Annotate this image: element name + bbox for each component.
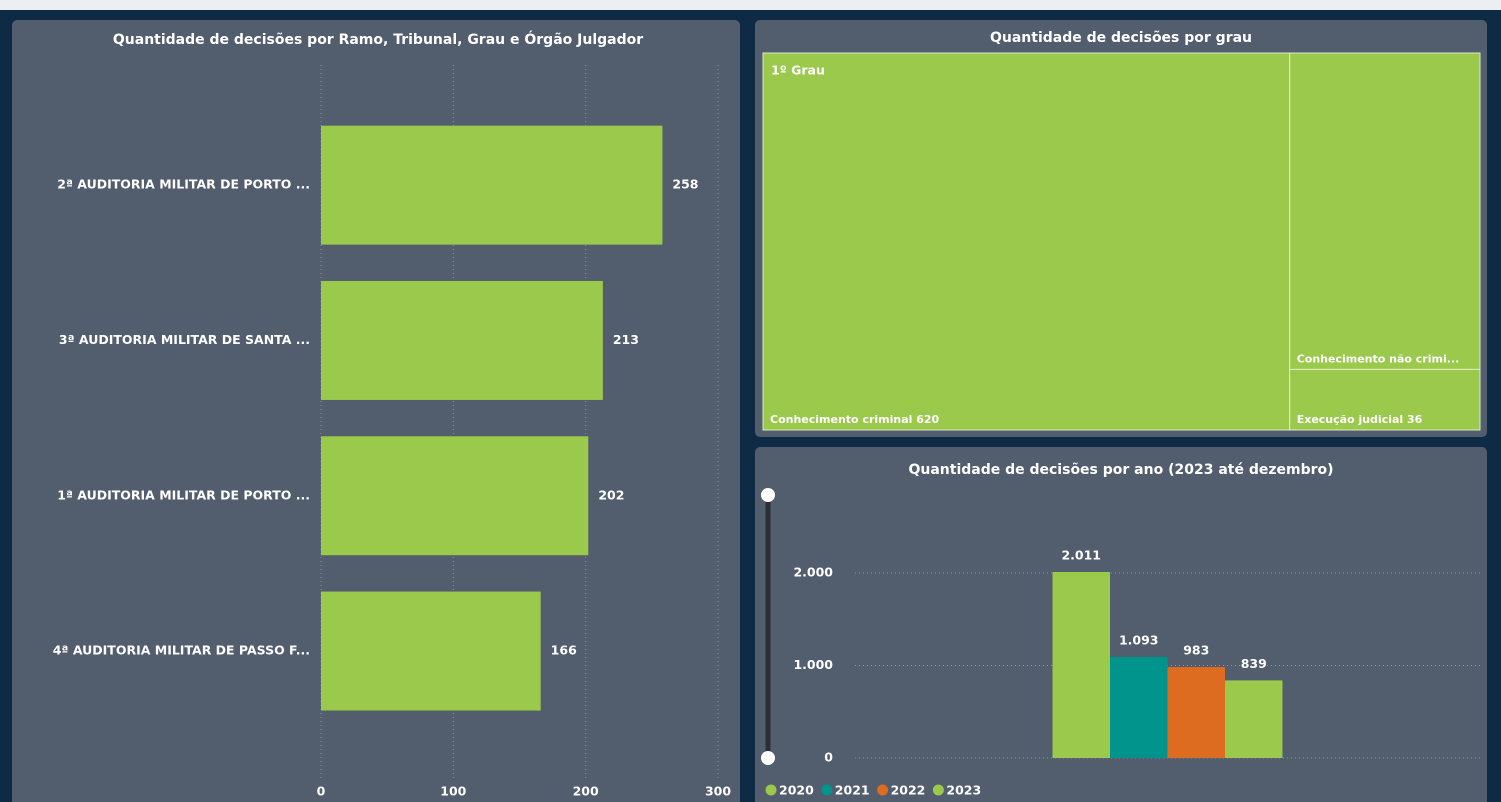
panel (755, 447, 1487, 802)
bar (321, 125, 663, 245)
category-label: 2ª AUDITORIA MILITAR DE PORTO ... (57, 177, 310, 192)
value-label: 166 (551, 643, 577, 658)
value-label: 1.093 (1119, 632, 1159, 647)
chart-title: Quantidade de decisões por Ramo, Tribuna… (113, 30, 643, 48)
y-tick-label: 1.000 (793, 657, 833, 672)
x-tick-label: 200 (573, 784, 599, 799)
x-tick-label: 0 (317, 784, 326, 799)
bar (1052, 571, 1110, 758)
slider-handle[interactable] (761, 488, 775, 502)
bar (1167, 667, 1225, 758)
y-tick-label: 2.000 (793, 565, 833, 580)
cell-label: Execução judicial 36 (1297, 413, 1423, 426)
bar (1225, 680, 1283, 758)
value-label: 2.011 (1061, 547, 1101, 562)
legend-label: 2021 (835, 783, 870, 798)
x-tick-label: 100 (440, 784, 466, 799)
bar (321, 280, 603, 400)
value-label: 202 (598, 487, 624, 502)
top-strip (0, 0, 1501, 10)
y-tick-label: 0 (824, 750, 833, 765)
bar (1110, 656, 1168, 758)
legend-marker (821, 784, 833, 796)
treemap-cell (1289, 368, 1481, 431)
legend-marker (932, 784, 944, 796)
cell-label: Conhecimento criminal 620 (770, 413, 940, 426)
x-tick-label: 300 (705, 784, 731, 799)
slider-handle[interactable] (761, 751, 775, 765)
value-label: 258 (672, 177, 698, 192)
legend-label: 2022 (891, 783, 926, 798)
cell-label: Conhecimento não crimi... (1297, 352, 1460, 365)
chart-title: Quantidade de decisões por ano (2023 até… (908, 462, 1333, 478)
treemap-cell (1289, 52, 1481, 370)
category-label: 3ª AUDITORIA MILITAR DE SANTA ... (59, 332, 310, 347)
treemap-cell (762, 52, 1291, 431)
value-label: 839 (1241, 656, 1267, 671)
legend-label: 2020 (779, 783, 814, 798)
group-label: 1º Grau (771, 63, 825, 78)
legend-marker (877, 784, 889, 796)
category-label: 1ª AUDITORIA MILITAR DE PORTO ... (57, 487, 310, 502)
chart-title: Quantidade de decisões por grau (990, 30, 1252, 46)
legend-label: 2023 (946, 783, 981, 798)
value-label: 983 (1183, 643, 1209, 658)
bar (321, 591, 541, 711)
bar (321, 436, 589, 556)
legend-marker (765, 784, 777, 796)
value-label: 213 (613, 332, 639, 347)
category-label: 4ª AUDITORIA MILITAR DE PASSO F... (53, 643, 310, 658)
